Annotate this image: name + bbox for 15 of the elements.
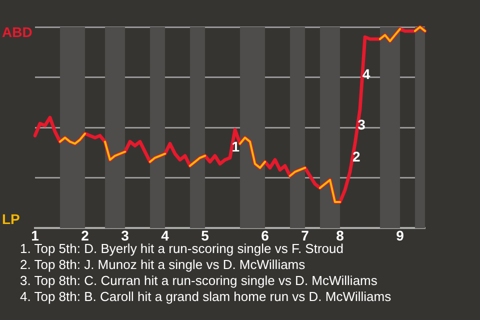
x-tick-label: 7 <box>301 227 310 244</box>
text: ABD <box>2 24 32 40</box>
text: 2. Top 8th: J. Munoz hit a single vs D. McWilliams <box>20 257 306 273</box>
x-tick-label: 5 <box>201 227 210 244</box>
text: LP <box>2 211 20 228</box>
text: 4. Top 8th: B. Caroll hit a grand slam home run vs D. McWilliams <box>20 289 392 305</box>
x-tick-label: 8 <box>336 227 344 244</box>
x-tick-label: 2 <box>81 227 90 244</box>
x-tick-label: 4 <box>161 227 170 244</box>
text: 3. Top 8th: C. Curran hit a run-scoring single vs D. McWilliams <box>20 273 378 289</box>
text: 1. Top 5th: D. Byerly hit a run-scoring single vs F. Stroud <box>20 241 344 257</box>
x-tick-label: 9 <box>396 227 404 244</box>
x-tick-label: 3 <box>121 227 130 244</box>
x-tick-label: 1 <box>31 227 40 244</box>
x-tick-label: 6 <box>261 227 270 244</box>
